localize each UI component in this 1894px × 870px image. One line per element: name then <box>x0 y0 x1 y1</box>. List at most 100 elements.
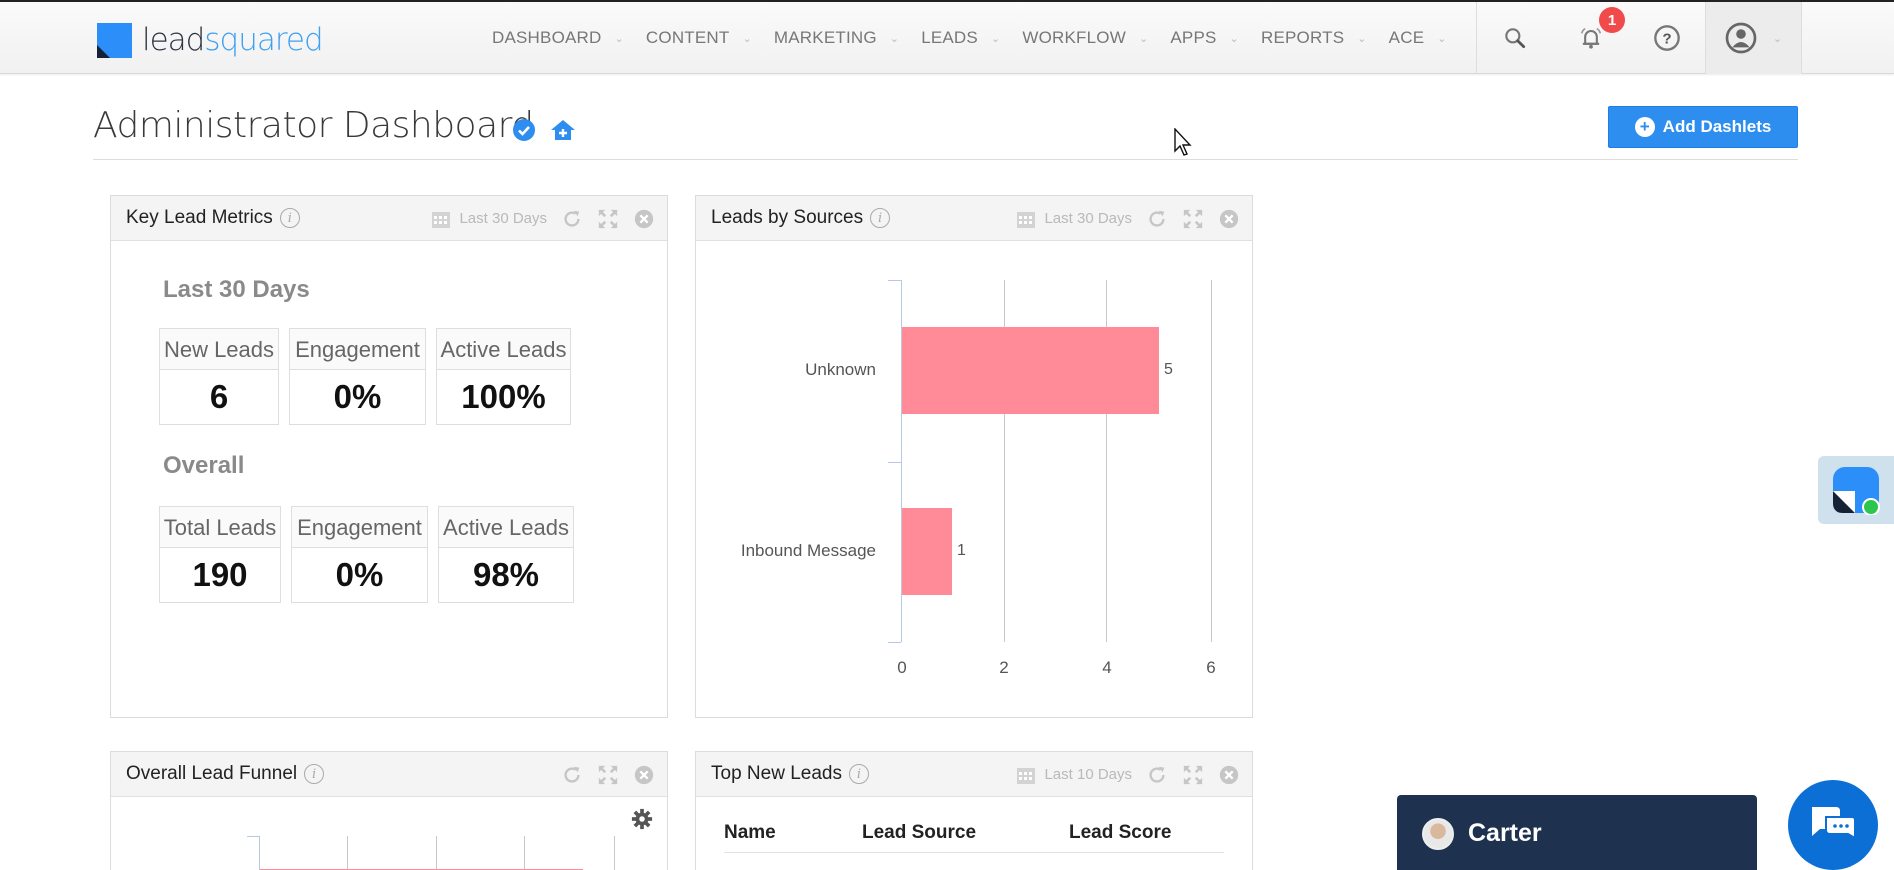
gridline <box>1211 280 1212 642</box>
data-label: 1 <box>957 542 966 559</box>
menu-marketing[interactable]: MARKETING ⌄ <box>773 28 900 47</box>
chat-launcher-button[interactable] <box>1788 780 1878 870</box>
calendar-icon <box>1017 767 1036 784</box>
dashlet-title: Leads by Sources <box>711 207 864 228</box>
close-icon[interactable] <box>1218 764 1240 786</box>
svg-text:?: ? <box>1662 30 1671 47</box>
menu-content[interactable]: CONTENT ⌄ <box>645 28 752 47</box>
menu-workflow[interactable]: WORKFLOW ⌄ <box>1022 28 1149 47</box>
user-avatar-icon <box>1725 22 1757 54</box>
refresh-icon[interactable] <box>561 208 583 230</box>
gridline <box>1004 280 1005 642</box>
bar-unknown[interactable] <box>902 327 1159 414</box>
column-header-name[interactable]: Name <box>724 822 862 853</box>
section-heading-last-30-days: Last 30 Days <box>163 276 310 303</box>
plus-circle-icon: + <box>1634 117 1655 137</box>
info-icon[interactable]: i <box>304 764 325 784</box>
bar-inbound-message[interactable] <box>902 508 952 595</box>
x-tick: 2 <box>999 658 1009 677</box>
x-tick: 4 <box>1102 658 1112 677</box>
mouse-cursor-icon <box>1174 128 1192 156</box>
expand-icon[interactable] <box>1182 764 1204 786</box>
chat-bubbles-icon <box>1812 807 1856 840</box>
category-label: Unknown <box>805 360 876 379</box>
main-menu: DASHBOARD ⌄ CONTENT ⌄ MARKETING ⌄ LEADS ⌄ WO… <box>492 2 1469 74</box>
chat-agent-tab[interactable]: Carter <box>1397 795 1757 870</box>
metric-engagement-30d: Engagement 0% <box>289 328 426 425</box>
menu-reports[interactable]: REPORTS ⌄ <box>1260 28 1367 47</box>
funnel-chart <box>111 752 667 870</box>
chevron-down-icon: ⌄ <box>889 32 900 45</box>
metric-engagement-overall: Engagement 0% <box>291 506 428 603</box>
top-new-leads-dashlet: Top New Leads i Last 10 Days Name Lead S… <box>695 751 1253 870</box>
dashlet-header: Key Lead Metrics i Last 30 Days <box>111 196 667 241</box>
leads-by-sources-dashlet: Leads by Sources i Last 30 Days Unknown … <box>695 195 1253 718</box>
info-icon[interactable]: i <box>870 208 891 228</box>
expand-icon[interactable] <box>1182 208 1204 230</box>
logo-mark-icon <box>97 22 132 58</box>
home-add-icon[interactable] <box>550 118 576 142</box>
help-icon: ? <box>1654 25 1680 51</box>
date-range-selector[interactable]: Last 30 Days <box>431 209 547 229</box>
user-menu-button[interactable]: ⌄ <box>1705 2 1802 74</box>
metric-active-leads-overall: Active Leads 98% <box>438 506 574 603</box>
chevron-down-icon: ⌄ <box>614 32 624 45</box>
close-icon[interactable] <box>633 208 655 230</box>
menu-ace[interactable]: ACE ⌄ <box>1388 28 1447 47</box>
search-icon <box>1505 28 1526 49</box>
gear-icon[interactable] <box>631 808 653 830</box>
chevron-down-icon: ⌄ <box>990 32 1001 45</box>
add-dashlets-button[interactable]: + Add Dashlets <box>1608 106 1798 148</box>
notifications-button[interactable]: 1 <box>1553 2 1629 74</box>
table-header-row: Name Lead Source Lead Score <box>724 822 1224 853</box>
refresh-icon[interactable] <box>1146 208 1168 230</box>
expand-icon[interactable] <box>597 764 619 786</box>
chevron-down-icon: ⌄ <box>1138 32 1149 45</box>
date-range-selector[interactable]: Last 10 Days <box>1016 765 1132 785</box>
close-icon[interactable] <box>1218 208 1240 230</box>
y-axis <box>901 280 902 642</box>
metric-active-leads-30d: Active Leads 100% <box>436 328 571 425</box>
expand-icon[interactable] <box>597 208 619 230</box>
side-assistant-widget[interactable] <box>1818 456 1894 524</box>
calendar-icon <box>1017 211 1036 228</box>
page-title: Administrator Dashboard <box>93 105 534 146</box>
default-check-icon[interactable] <box>512 118 536 142</box>
bell-icon <box>1580 27 1602 49</box>
column-header-lead-score[interactable]: Lead Score <box>1069 822 1224 853</box>
chevron-down-icon: ⌄ <box>1229 32 1239 45</box>
column-header-lead-source[interactable]: Lead Source <box>862 822 1069 853</box>
refresh-icon[interactable] <box>561 764 583 786</box>
search-button[interactable] <box>1477 2 1553 74</box>
category-label: Inbound Message <box>740 541 876 560</box>
close-icon[interactable] <box>633 764 655 786</box>
leadsquared-app-icon <box>1833 467 1880 515</box>
chevron-down-icon: ⌄ <box>742 32 752 45</box>
metric-new-leads: New Leads 6 <box>159 328 279 425</box>
leadsquared-logo[interactable]: leadsquared <box>97 22 324 58</box>
refresh-icon[interactable] <box>1146 764 1168 786</box>
notification-count-badge: 1 <box>1599 7 1625 33</box>
menu-apps[interactable]: APPS ⌄ <box>1170 28 1239 47</box>
chevron-down-icon: ⌄ <box>1357 32 1367 45</box>
data-label: 5 <box>1164 361 1173 378</box>
dashlet-header: Leads by Sources i Last 30 Days <box>696 196 1252 241</box>
metric-total-leads: Total Leads 190 <box>159 506 281 603</box>
menu-leads[interactable]: LEADS ⌄ <box>921 28 1001 47</box>
date-range-selector[interactable]: Last 30 Days <box>1016 209 1132 229</box>
x-tick: 6 <box>1206 658 1216 677</box>
info-icon[interactable]: i <box>848 764 869 784</box>
help-button[interactable]: ? <box>1629 2 1705 74</box>
chevron-down-icon: ⌄ <box>1772 32 1783 45</box>
key-lead-metrics-dashlet: Key Lead Metrics i Last 30 Days Last 30 … <box>110 195 668 718</box>
agent-avatar <box>1422 817 1454 850</box>
top-new-leads-table: Name Lead Source Lead Score <box>724 822 1224 853</box>
info-icon[interactable]: i <box>279 208 300 228</box>
x-tick: 0 <box>897 658 907 677</box>
divider <box>93 159 1798 160</box>
agent-name: Carter <box>1468 819 1542 847</box>
calendar-icon <box>432 211 451 228</box>
dashlet-header: Top New Leads i Last 10 Days <box>696 752 1252 797</box>
top-navigation-bar: leadsquared DASHBOARD ⌄ CONTENT ⌄ MARKETIN… <box>0 2 1894 74</box>
menu-dashboard[interactable]: DASHBOARD ⌄ <box>492 28 624 47</box>
